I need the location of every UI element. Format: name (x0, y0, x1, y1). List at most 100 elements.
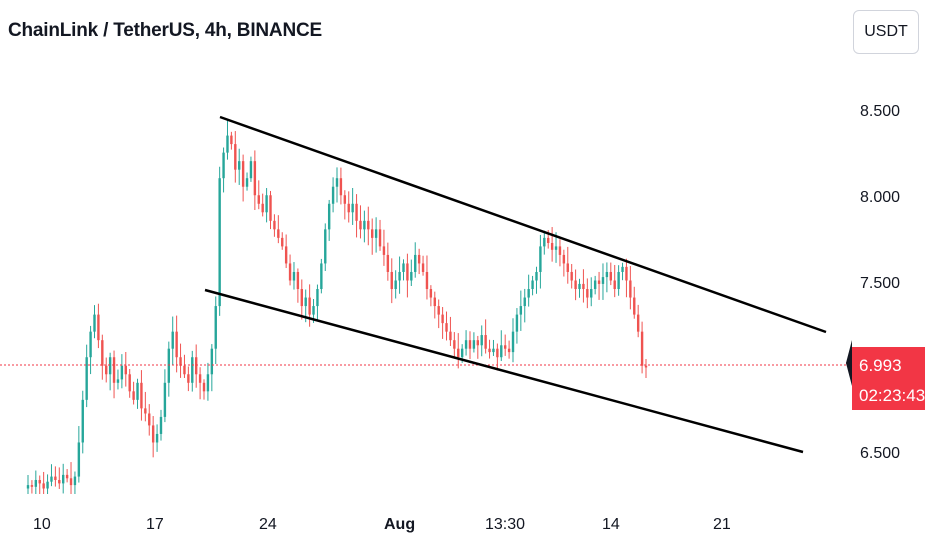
candle-countdown-label: 02:23:43 (859, 386, 925, 405)
candle-body (128, 374, 131, 392)
candle-body (85, 357, 88, 400)
candle-body (214, 306, 217, 349)
candle-body (300, 289, 303, 307)
candle-body (582, 283, 585, 290)
candle-body (171, 331, 174, 349)
candle-body (386, 254, 390, 272)
price-tag-pointer (846, 340, 852, 386)
candle-body (222, 152, 225, 179)
candle-body (351, 203, 354, 213)
candle-body (543, 237, 546, 247)
upper-trendline[interactable] (219, 115, 827, 334)
candle-body (324, 229, 327, 264)
candle-body (410, 271, 413, 281)
candle-body (93, 314, 96, 332)
candle-body (633, 297, 636, 315)
candle-body (437, 306, 440, 315)
candle-body (136, 382, 139, 400)
candle-body (480, 335, 483, 346)
candle-body (210, 348, 214, 375)
candle-body (277, 229, 280, 238)
candle-body (238, 161, 241, 170)
candle-body (269, 195, 272, 221)
candle-body (261, 203, 264, 213)
candle-body (496, 348, 499, 358)
candle-body (331, 186, 335, 204)
candle-body (245, 178, 249, 187)
candle-body (367, 220, 370, 230)
candle-body (398, 271, 401, 281)
candle-body (97, 314, 100, 341)
candle-body (472, 340, 476, 349)
candle-body (374, 229, 378, 238)
candle-body (281, 237, 284, 247)
candle-body (320, 263, 323, 290)
candle-body (503, 345, 507, 349)
candle-body (492, 348, 495, 353)
candle-body (554, 246, 558, 250)
candle-body (429, 289, 433, 298)
candle-body (433, 297, 436, 307)
currency-selector-button[interactable]: USDT (853, 10, 919, 54)
chart-title: ChainLink / TetherUS, 4h, BINANCE (8, 20, 322, 41)
candle-body (449, 331, 452, 341)
candle-body (531, 280, 534, 290)
candle-body (460, 348, 464, 358)
candle-body (234, 144, 237, 170)
x-tick-label: 14 (602, 516, 620, 533)
candle-body (629, 280, 632, 298)
candle-body (535, 271, 538, 281)
candle-body (124, 365, 127, 375)
y-tick-label: 8.500 (860, 103, 900, 120)
candle-body (175, 331, 178, 358)
candle-body (382, 246, 386, 255)
candle-body (38, 479, 41, 484)
candle-body (77, 442, 81, 477)
candle-body (312, 306, 315, 315)
candle-body (527, 289, 530, 298)
candle-body (593, 280, 597, 290)
candle-body (140, 382, 143, 409)
candle-body (500, 345, 503, 358)
candle-body (562, 254, 566, 264)
candle-body (394, 280, 397, 290)
candle-body (636, 314, 640, 332)
candle-body (547, 237, 550, 243)
candle-body (308, 297, 311, 315)
candle-body (304, 297, 307, 307)
candle-body (65, 474, 69, 479)
candle-body (151, 425, 155, 443)
candle-body (284, 246, 288, 264)
candle-body (574, 280, 577, 290)
candle-body (191, 357, 194, 383)
candle-body (144, 408, 147, 414)
candle-body (257, 195, 260, 204)
candle-body (163, 382, 167, 417)
candle-body (202, 382, 206, 392)
candle-body (34, 479, 38, 487)
candle-body (515, 314, 519, 332)
candle-body (417, 254, 421, 264)
candle-body (406, 263, 409, 281)
candle-body (371, 229, 374, 238)
candle-body (148, 413, 151, 426)
candle-body (327, 203, 331, 230)
candle-body (390, 271, 393, 290)
candle-body (155, 433, 159, 443)
x-tick-label: 24 (259, 516, 277, 533)
candle-body (81, 399, 84, 443)
candle-body (108, 357, 112, 375)
candle-body (46, 481, 49, 489)
candle-body (590, 289, 593, 298)
candle-body (347, 203, 350, 213)
candle-body (355, 203, 358, 221)
candle-body (183, 365, 186, 375)
last-price-tag: 6.993 02:23:43 (846, 340, 925, 410)
lower-trendline[interactable] (204, 288, 804, 454)
candle-body (273, 220, 276, 230)
candle-body (159, 416, 163, 434)
y-tick-label: 6.500 (860, 445, 900, 462)
candle-body (605, 271, 609, 278)
candle-body (112, 357, 116, 383)
